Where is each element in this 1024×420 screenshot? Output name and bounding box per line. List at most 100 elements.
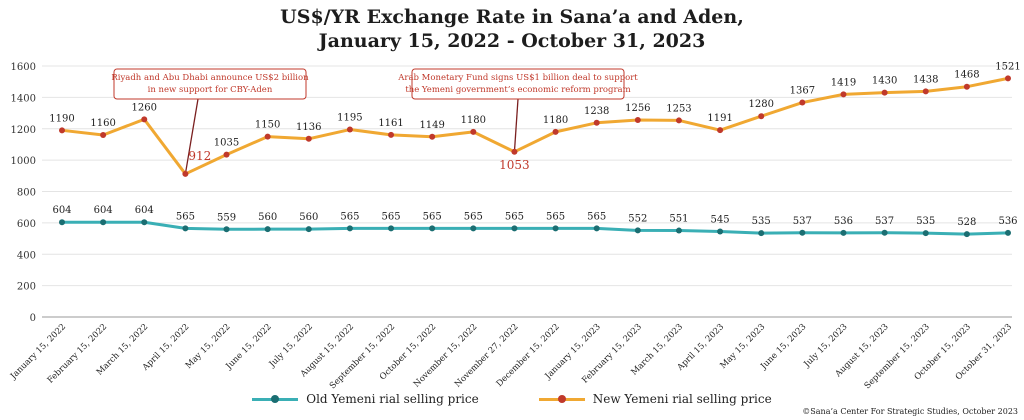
- data-label-new: 1256: [625, 103, 650, 114]
- legend-item-old: Old Yemeni rial selling price: [252, 392, 479, 406]
- data-label-new: 1430: [872, 76, 897, 87]
- data-label-new: 1438: [913, 74, 938, 85]
- data-point-new: [1005, 75, 1011, 82]
- data-label-old: 565: [423, 211, 442, 222]
- data-label-new: 1150: [255, 120, 280, 131]
- data-label-old: 560: [258, 212, 277, 223]
- y-tick-label: 600: [17, 219, 36, 230]
- data-point-new: [634, 116, 641, 123]
- annotation-text: in new support for CBY-Aden: [148, 85, 273, 95]
- y-tick-label: 1000: [11, 156, 36, 167]
- data-label-new: 1521: [995, 61, 1020, 72]
- legend-label-old: Old Yemeni rial selling price: [306, 392, 479, 406]
- data-point-old: [963, 231, 970, 238]
- data-point-old: [429, 225, 436, 232]
- data-point-old: [264, 226, 271, 233]
- data-point-old: [717, 228, 724, 235]
- data-label-old: 565: [546, 211, 565, 222]
- data-point-old: [758, 230, 765, 237]
- legend-swatch-new: [538, 394, 585, 403]
- data-point-old: [100, 219, 107, 226]
- data-label-old: 551: [669, 214, 688, 225]
- y-tick-label: 0: [30, 313, 36, 324]
- data-point-old: [675, 227, 682, 234]
- data-label-new: 1161: [378, 118, 403, 129]
- y-tick-label: 1600: [11, 62, 36, 73]
- data-point-new: [59, 127, 65, 134]
- data-point-old: [182, 225, 189, 232]
- data-label-old: 535: [752, 216, 771, 227]
- data-label-old: 552: [628, 213, 647, 224]
- y-tick-label: 200: [17, 282, 36, 293]
- data-label-old: 604: [52, 205, 71, 216]
- data-label-new: 1053: [499, 158, 530, 172]
- annotation-box: [411, 68, 625, 100]
- data-label-new: 1180: [461, 115, 486, 126]
- data-point-new: [881, 89, 888, 96]
- data-point-new: [305, 135, 312, 142]
- data-point-old: [305, 226, 312, 233]
- data-label-old: 565: [176, 211, 195, 222]
- data-point-old: [141, 219, 148, 226]
- annotation-leader: [184, 98, 199, 175]
- data-label-old: 565: [464, 211, 483, 222]
- data-label-new: 1195: [337, 113, 362, 124]
- chart-title-line-2: January 15, 2022 - October 31, 2023: [318, 30, 706, 52]
- data-point-new: [799, 99, 806, 106]
- y-tick-label: 400: [17, 250, 36, 261]
- legend-item-new: New Yemeni rial selling price: [538, 392, 772, 406]
- data-point-new: [141, 116, 148, 123]
- data-label-new: 1035: [214, 138, 239, 149]
- data-point-new: [429, 133, 436, 140]
- annotation-box: [113, 68, 307, 100]
- data-label-new: 1190: [49, 113, 74, 124]
- legend-label-new: New Yemeni rial selling price: [592, 392, 772, 406]
- data-point-old: [634, 227, 641, 234]
- data-label-old: 537: [875, 216, 894, 227]
- data-label-new: 912: [188, 149, 211, 163]
- data-label-old: 537: [793, 216, 812, 227]
- data-point-old: [881, 229, 888, 236]
- data-point-new: [470, 128, 477, 135]
- data-label-new: 1238: [584, 106, 609, 117]
- data-label-new: 1367: [790, 86, 815, 97]
- data-point-old: [799, 229, 806, 236]
- data-point-new: [511, 148, 518, 155]
- data-point-new: [593, 119, 600, 126]
- data-label-old: 545: [711, 215, 730, 226]
- annotation-text: the Yemeni government’s economic reform …: [405, 85, 630, 95]
- data-label-new: 1280: [748, 99, 773, 110]
- data-label-old: 559: [217, 212, 236, 223]
- chart-title-line-1: US$/YR Exchange Rate in Sana’a and Aden,: [280, 6, 744, 28]
- legend-swatch-old: [252, 394, 299, 403]
- data-label-old: 560: [299, 212, 318, 223]
- data-label-new: 1468: [954, 70, 979, 81]
- data-label-old: 604: [135, 205, 154, 216]
- data-label-new: 1136: [296, 122, 321, 133]
- data-point-old: [346, 225, 353, 232]
- data-point-new: [758, 113, 765, 120]
- data-label-old: 565: [381, 211, 400, 222]
- data-label-old: 565: [587, 211, 606, 222]
- data-point-old: [552, 225, 559, 232]
- data-label-old: 536: [834, 216, 853, 227]
- annotation-leader: [513, 98, 519, 152]
- data-point-old: [1005, 229, 1011, 236]
- data-label-new: 1180: [543, 115, 568, 126]
- data-point-new: [182, 170, 189, 177]
- data-point-new: [552, 128, 559, 135]
- data-point-old: [840, 229, 847, 236]
- data-point-old: [388, 225, 395, 232]
- data-point-new: [100, 132, 107, 139]
- data-label-old: 604: [94, 205, 113, 216]
- source-credit: ©Sana’a Center For Strategic Studies, Oc…: [802, 407, 1018, 416]
- data-point-new: [388, 131, 395, 138]
- data-point-new: [675, 117, 682, 124]
- data-point-old: [470, 225, 477, 232]
- data-label-new: 1191: [707, 113, 732, 124]
- data-label-new: 1260: [132, 102, 157, 113]
- y-tick-label: 800: [17, 188, 36, 199]
- series-line-old: [62, 220, 1009, 236]
- series-line-new: [61, 76, 1009, 176]
